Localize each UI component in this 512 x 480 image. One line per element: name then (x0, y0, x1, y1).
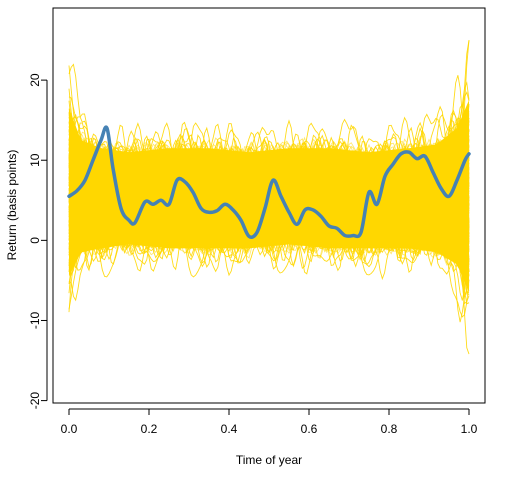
y-tick-label: -20 (28, 392, 42, 410)
x-tick-label: 1.0 (461, 422, 478, 436)
x-axis-label: Time of year (236, 453, 302, 467)
plot-frame (52, 7, 486, 404)
y-tick-label: 0 (28, 237, 42, 244)
x-tick-label: 0.4 (221, 422, 238, 436)
x-axis: 0.0 0.2 0.4 0.6 0.8 1.0 (61, 408, 478, 436)
y-axis-label: Return (basis points) (5, 150, 19, 261)
x-tick-label: 0.6 (301, 422, 318, 436)
x-tick-label: 0.0 (61, 422, 78, 436)
y-tick-label: 10 (28, 153, 42, 167)
y-axis: -20 -10 0 10 20 (28, 73, 48, 410)
mean-return-line (67, 125, 471, 239)
bootstrap-trace (68, 40, 470, 193)
x-tick-label: 0.2 (141, 422, 158, 436)
y-tick-label: 20 (28, 73, 42, 87)
x-tick-label: 0.8 (381, 422, 398, 436)
y-tick-label: -10 (28, 311, 42, 329)
